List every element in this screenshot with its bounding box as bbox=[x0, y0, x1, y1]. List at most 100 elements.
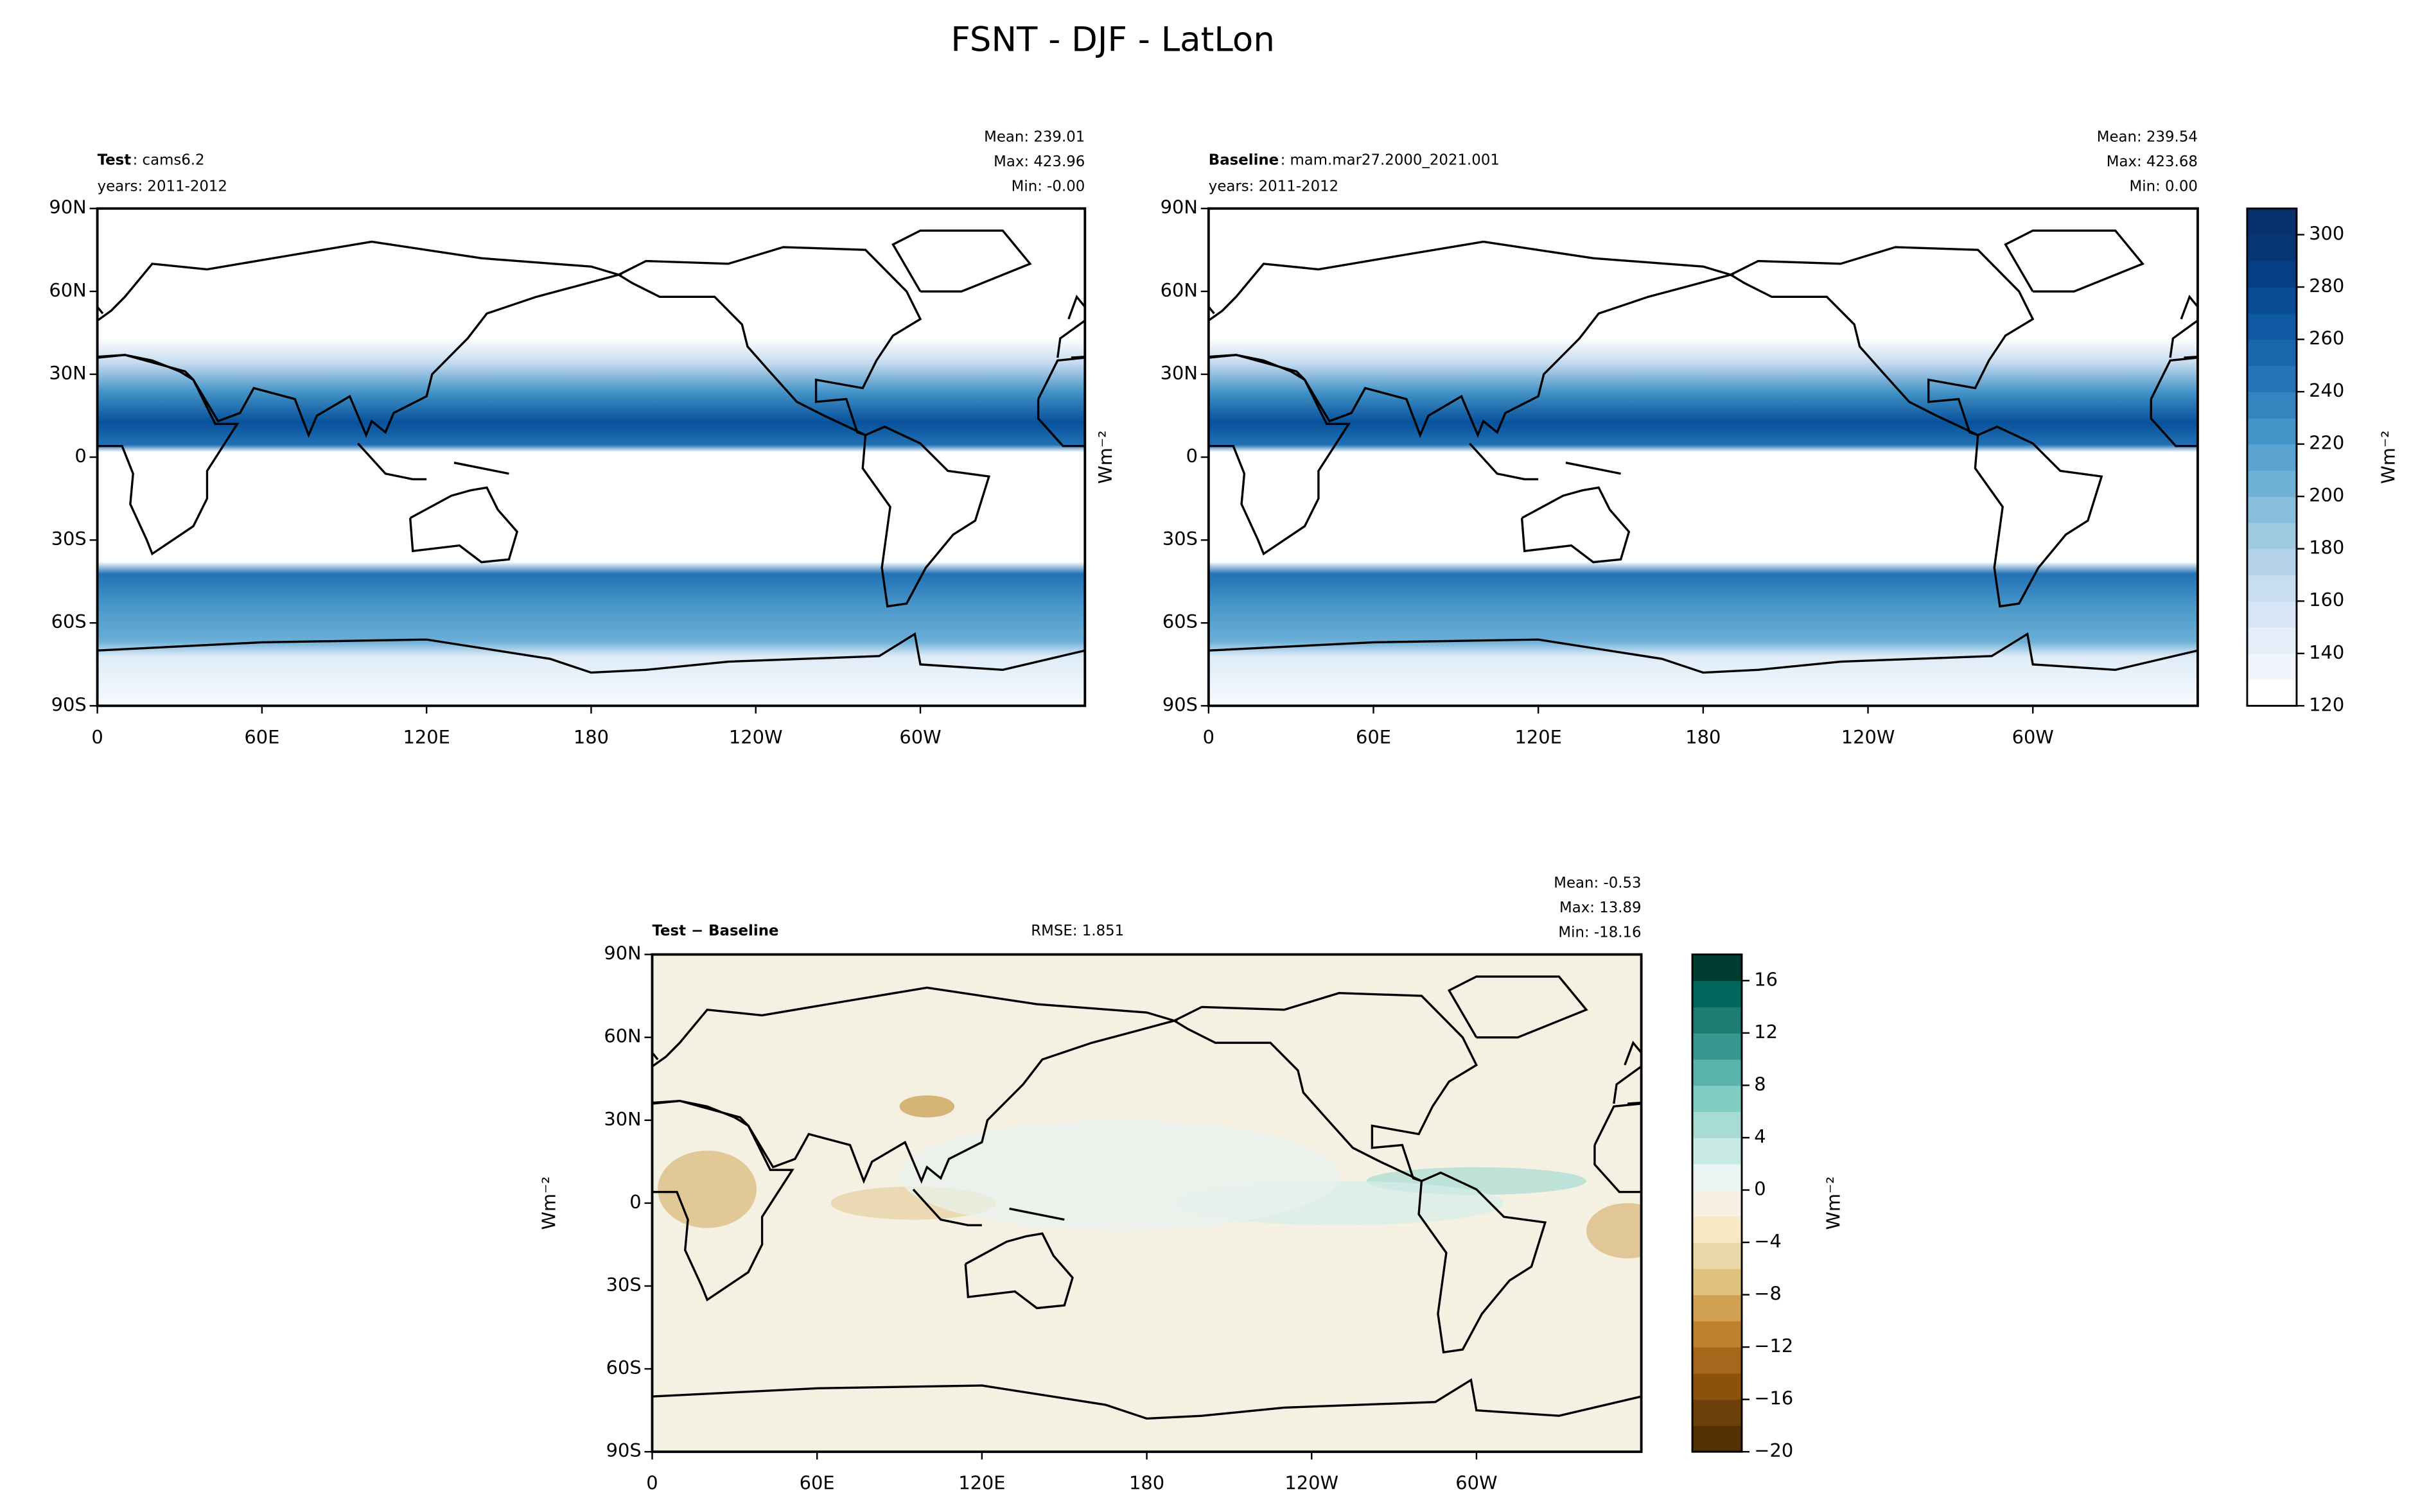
y-tick-label: 0 bbox=[629, 1191, 641, 1213]
colorbar-frame bbox=[2246, 207, 2298, 707]
colorbar-segment bbox=[1692, 1032, 1742, 1060]
x-tick-label: 0 bbox=[1203, 726, 1214, 748]
colorbar-segment bbox=[1692, 1268, 1742, 1296]
colorbar-tick-label: −8 bbox=[1754, 1283, 1782, 1305]
y-tick-label: 30N bbox=[1161, 362, 1198, 384]
colorbar-frame bbox=[1691, 953, 1743, 1453]
colorbar-tick-label: 260 bbox=[2309, 327, 2344, 349]
stat: Mean: 239.54 bbox=[2097, 129, 2198, 146]
colorbar-segment bbox=[2247, 653, 2297, 681]
colorbar-segment bbox=[2247, 417, 2297, 445]
stat: Min: 0.00 bbox=[2130, 178, 2198, 195]
coastline bbox=[652, 1378, 1642, 1420]
stat: Mean: -0.53 bbox=[1554, 874, 1641, 891]
y-tick-label: 60N bbox=[1161, 279, 1198, 301]
colorbar-tick-label: 4 bbox=[1754, 1125, 1766, 1147]
coastline bbox=[2408, 1173, 2411, 1353]
y-axis-label: Wm⁻² bbox=[1094, 430, 1116, 483]
y-tick-label: 60N bbox=[604, 1025, 641, 1047]
colorbar-segment bbox=[2247, 261, 2297, 288]
x-tick-label: 60W bbox=[2012, 726, 2054, 748]
coastline bbox=[1902, 1189, 1971, 1225]
y-tick-label: 60S bbox=[606, 1357, 642, 1378]
y-tick-label: 0 bbox=[1186, 445, 1198, 467]
rmse: RMSE: 1.851 bbox=[1031, 923, 1124, 939]
coastline bbox=[891, 229, 1032, 293]
coastline bbox=[97, 632, 1085, 674]
coastline bbox=[1999, 1209, 2054, 1220]
map-area bbox=[1208, 208, 2198, 706]
coastline bbox=[1208, 632, 2198, 674]
colorbar-segment bbox=[2247, 548, 2297, 576]
y-tick-label: 30N bbox=[604, 1108, 641, 1130]
colorbar-tick-label: 16 bbox=[1754, 968, 1778, 990]
colorbar-segment bbox=[2247, 208, 2297, 236]
coastline bbox=[2180, 295, 2198, 320]
colorbar-segment bbox=[2247, 365, 2297, 392]
coastline bbox=[2163, 993, 2411, 1181]
coastline bbox=[912, 1188, 982, 1226]
y-tick-label: 90S bbox=[51, 693, 87, 715]
coastline bbox=[1173, 992, 1478, 1183]
colorbar-label: Wm⁻² bbox=[2377, 430, 2399, 483]
colorbar-segment bbox=[1692, 1294, 1742, 1322]
colorbar-segment bbox=[1692, 1111, 1742, 1138]
x-tick-label: 120E bbox=[958, 1472, 1005, 1494]
colorbar-segment bbox=[1692, 980, 1742, 1007]
x-tick-label: 60W bbox=[1455, 1472, 1497, 1494]
coastline bbox=[357, 442, 427, 481]
panel-label: Test − Baseline bbox=[653, 923, 779, 939]
x-tick-label: 60E bbox=[800, 1472, 835, 1494]
colorbar-label: Wm⁻² bbox=[1822, 1176, 1844, 1230]
y-tick-label: 90N bbox=[1161, 196, 1198, 218]
coastline bbox=[1730, 246, 2035, 437]
colorbar-segment bbox=[1692, 954, 1742, 982]
colorbar-segment bbox=[2247, 234, 2297, 262]
years: years: 2011-2012 bbox=[98, 178, 227, 195]
colorbar-segment bbox=[1692, 1007, 1742, 1034]
x-tick-label: 180 bbox=[574, 726, 609, 748]
colorbar-segment bbox=[2247, 575, 2297, 602]
coastline bbox=[1447, 975, 1588, 1039]
coastline bbox=[1067, 294, 1085, 320]
coastline bbox=[1469, 442, 1539, 481]
y-tick-label: 30S bbox=[51, 528, 87, 550]
stat: Min: -18.16 bbox=[1558, 924, 1641, 941]
coastline bbox=[408, 486, 519, 564]
colorbar-segment bbox=[2247, 313, 2297, 340]
y-tick-label: 30S bbox=[606, 1274, 642, 1296]
colorbar-tick-label: −12 bbox=[1754, 1335, 1793, 1357]
coastline bbox=[1208, 240, 1735, 439]
coastline bbox=[964, 1232, 1074, 1310]
colorbar-segment bbox=[1692, 1347, 1742, 1374]
colorbar-segment bbox=[2247, 522, 2297, 550]
coastline bbox=[618, 246, 922, 437]
colorbar-segment bbox=[1692, 1216, 1742, 1243]
x-tick-label: 60W bbox=[899, 726, 941, 748]
y-tick-label: 90N bbox=[604, 943, 641, 964]
panel-label: Baseline bbox=[1209, 152, 1279, 169]
x-tick-label: 0 bbox=[646, 1472, 658, 1494]
colorbar-tick-label: 0 bbox=[1754, 1178, 1766, 1200]
colorbar-segment bbox=[2247, 627, 2297, 654]
anomaly bbox=[658, 1151, 757, 1228]
colorbar-tick-label: 140 bbox=[2309, 641, 2344, 663]
x-tick-label: 120E bbox=[1515, 726, 1562, 748]
y-tick-label: 90S bbox=[1162, 693, 1198, 715]
colorbar-tick-label: 180 bbox=[2309, 537, 2344, 559]
map-frame bbox=[96, 207, 1087, 708]
colorbar-segment bbox=[2247, 444, 2297, 471]
colorbar-segment bbox=[1692, 1137, 1742, 1165]
y-tick-label: 90S bbox=[606, 1439, 642, 1461]
anomaly bbox=[899, 1095, 955, 1118]
stat: Min: -0.00 bbox=[1012, 178, 1085, 195]
coastline bbox=[1954, 1233, 2062, 1308]
colorbar-segment bbox=[1692, 1190, 1742, 1217]
x-tick-label: 60E bbox=[244, 726, 279, 748]
colorbar-segment bbox=[1692, 1425, 1742, 1452]
x-tick-label: 180 bbox=[1685, 726, 1721, 748]
map-area bbox=[97, 208, 1085, 706]
colorbar-segment bbox=[2247, 679, 2297, 707]
coastline bbox=[1417, 1171, 1547, 1354]
coastline bbox=[1520, 486, 1631, 564]
